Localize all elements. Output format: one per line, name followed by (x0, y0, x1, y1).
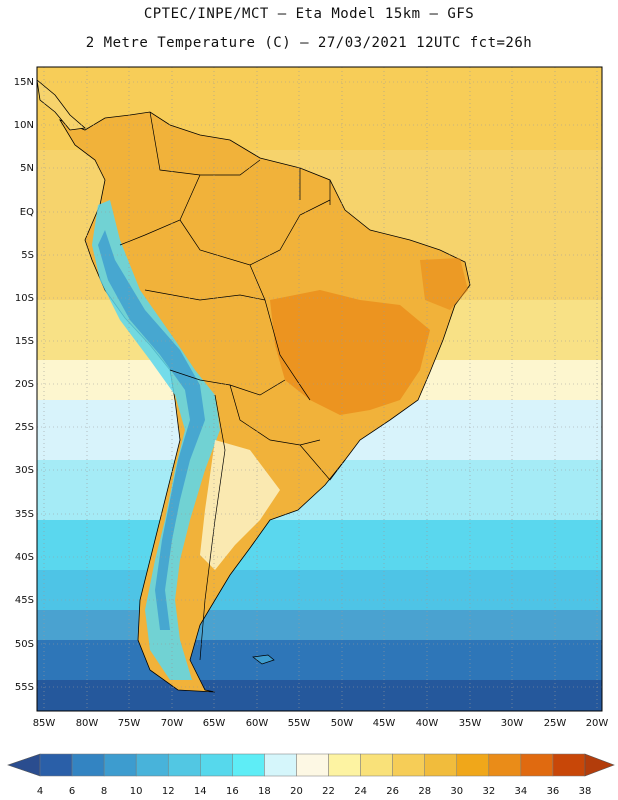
lon-label: 50W (331, 718, 354, 729)
lat-label: 10N (14, 120, 34, 131)
colorbar-cell (264, 753, 297, 777)
colorbar-tick-labels: 4 6 8 10 12 14 16 18 20 22 24 26 28 30 32 34 36 38 (37, 786, 592, 797)
colorbar-cell (232, 753, 265, 777)
lat-label: 5S (21, 250, 34, 261)
colorbar-tick-label: 26 (386, 786, 399, 797)
lon-label: 30W (501, 718, 524, 729)
colorbar-tick-label: 14 (194, 786, 207, 797)
andes-cold-zone (92, 200, 220, 680)
colorbar-tick-label: 6 (69, 786, 75, 797)
ocean-band-9 (37, 640, 602, 680)
colorbar-cell (135, 753, 169, 777)
colorbar-over-arrow (584, 753, 615, 777)
lat-label: 20S (15, 379, 34, 390)
colorbar-cell (456, 753, 490, 777)
colorbar-tick-label: 4 (37, 786, 43, 797)
lat-label: 40S (15, 552, 34, 563)
lat-label: 30S (15, 465, 34, 476)
lon-label: 20W (586, 718, 609, 729)
colorbar-cell (200, 753, 233, 777)
colorbar-cell (488, 753, 522, 777)
lon-label: 45W (373, 718, 396, 729)
colorbar-cell (328, 753, 361, 777)
ocean-band-8 (37, 610, 602, 640)
lat-label: 15S (15, 336, 34, 347)
title-line-2: 2 Metre Temperature (C) – 27/03/2021 12U… (85, 35, 533, 51)
ocean-band-6 (37, 520, 602, 570)
colorbar-tick-label: 36 (547, 786, 560, 797)
lat-label: 25S (15, 422, 34, 433)
lat-label: 5N (20, 163, 34, 174)
country-borders (119, 111, 346, 661)
lon-label: 65W (203, 718, 226, 729)
colorbar-tick-label: 8 (101, 786, 107, 797)
colorbar-cell (296, 753, 329, 777)
lat-label: 35S (15, 509, 34, 520)
andes-core-zone (98, 230, 205, 630)
title-line-1: CPTEC/INPE/MCT – Eta Model 15km – GFS (143, 6, 475, 22)
colorbar-tick-label: 38 (579, 786, 592, 797)
falkland-islands (252, 654, 275, 665)
colorbar-cell (103, 753, 137, 777)
colorbar-tick-label: 30 (450, 786, 463, 797)
central-america (37, 79, 86, 131)
colorbar-tick-label: 12 (162, 786, 175, 797)
lon-label: 40W (416, 718, 439, 729)
colorbar-tick-label: 16 (226, 786, 239, 797)
hot-northeast-zone (420, 258, 468, 310)
lon-label: 55W (288, 718, 311, 729)
lat-lon-grid (37, 67, 602, 711)
colorbar-cell (552, 753, 586, 777)
colorbar-cell (167, 753, 201, 777)
colorbar-tick-label: 32 (482, 786, 495, 797)
lon-label: 85W (33, 718, 56, 729)
colorbar-tick-label: 22 (322, 786, 335, 797)
temperature-map: 15N 10N 5N EQ 5S 10S 15S 20S 25S 30S 35S 40S 45S 50S 5… (14, 66, 609, 729)
colorbar-cell (39, 753, 73, 777)
ocean-band-10 (37, 680, 602, 711)
latitude-labels: 15N 10N 5N EQ 5S 10S 15S 20S 25S 30S 35S 40S 45S 50S 5… (14, 77, 34, 693)
lat-label: 10S (15, 293, 34, 304)
lon-label: 25W (544, 718, 567, 729)
colorbar-cell (520, 753, 554, 777)
patagonia-mild-zone (200, 440, 280, 570)
ocean-band-7 (37, 570, 602, 610)
colorbar-under-arrow (7, 753, 41, 777)
lon-label: 70W (161, 718, 184, 729)
colorbar-cell (360, 753, 393, 777)
lat-label: 50S (15, 639, 34, 650)
lat-label: 55S (15, 682, 34, 693)
colorbar-tick-label: 24 (354, 786, 367, 797)
colorbar-tick-label: 34 (515, 786, 528, 797)
lon-label: 80W (76, 718, 99, 729)
colorbar: 4 6 8 10 12 14 16 18 20 22 24 26 28 30 32 34 36 38 (7, 753, 615, 797)
lat-label: 15N (14, 77, 34, 88)
map-frame (36, 66, 603, 712)
longitude-labels: 85W 80W 75W 70W 65W 60W 55W 50W 45W 40W 35W 30W 25W 2… (33, 718, 609, 729)
colorbar-cell (424, 753, 458, 777)
colorbar-cell (392, 753, 425, 777)
colorbar-tick-label: 28 (418, 786, 431, 797)
lon-label: 35W (459, 718, 482, 729)
colorbar-cell (71, 753, 105, 777)
lat-label: 45S (15, 595, 34, 606)
lat-label: EQ (20, 207, 34, 218)
colorbar-tick-label: 20 (290, 786, 303, 797)
colorbar-tick-label: 18 (258, 786, 271, 797)
lon-label: 75W (118, 718, 141, 729)
lon-label: 60W (246, 718, 269, 729)
colorbar-tick-label: 10 (130, 786, 143, 797)
